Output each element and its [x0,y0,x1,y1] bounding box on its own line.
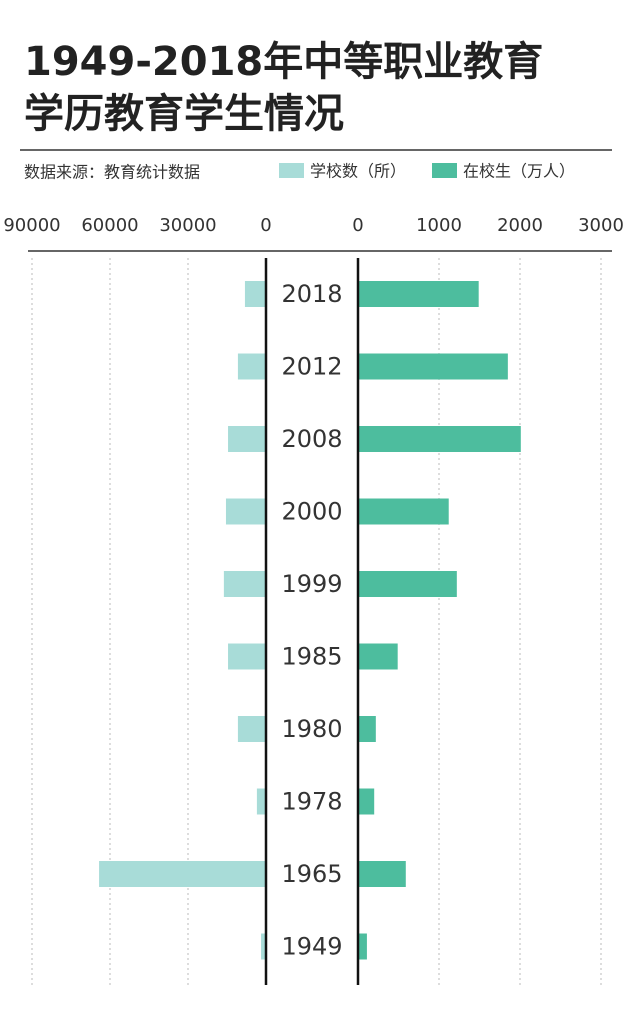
category-label: 1965 [281,860,342,888]
bar [228,643,266,670]
bar [237,716,266,742]
x-tick-label: 90000 [3,215,60,236]
legend-swatch [432,163,457,178]
bar [358,716,376,742]
x-tick-label: 3000 [578,215,624,236]
category-label: 1999 [281,570,342,598]
bar [237,353,266,380]
bar [358,643,398,670]
legend-swatch [279,163,304,178]
x-tick-label: 0 [352,215,363,236]
x-tick-label: 1000 [416,215,462,236]
legend-label: 在校生（万人） [463,162,575,181]
bar [358,426,521,452]
category-label: 2000 [281,498,342,526]
source: 数据来源：教育统计数据 [24,163,200,182]
bar [99,861,266,887]
category-label: 1980 [281,715,342,743]
bar [244,281,266,307]
bar [358,353,508,380]
bar [256,788,266,815]
x-tick-label: 60000 [81,215,138,236]
category-label: 2018 [281,280,342,308]
legend-label: 学校数（所） [310,162,406,181]
chart-title: 1949-2018年中等职业教育学历教育学生情况 [24,39,544,137]
category-label: 1978 [281,788,342,816]
bar [358,861,406,887]
category-label: 1985 [281,643,342,671]
bar [228,426,266,452]
bar [225,498,266,525]
bar [358,281,479,307]
bar [358,498,449,525]
x-tick-label: 30000 [159,215,216,236]
category-label: 1949 [281,933,342,961]
bar [261,933,266,960]
bar [358,933,367,960]
category-label: 2008 [281,425,342,453]
x-tick-label: 0 [260,215,271,236]
bar [358,788,375,815]
category-label: 2012 [281,353,342,381]
bar [223,571,266,597]
bar [358,571,457,597]
x-tick-label: 2000 [497,215,543,236]
